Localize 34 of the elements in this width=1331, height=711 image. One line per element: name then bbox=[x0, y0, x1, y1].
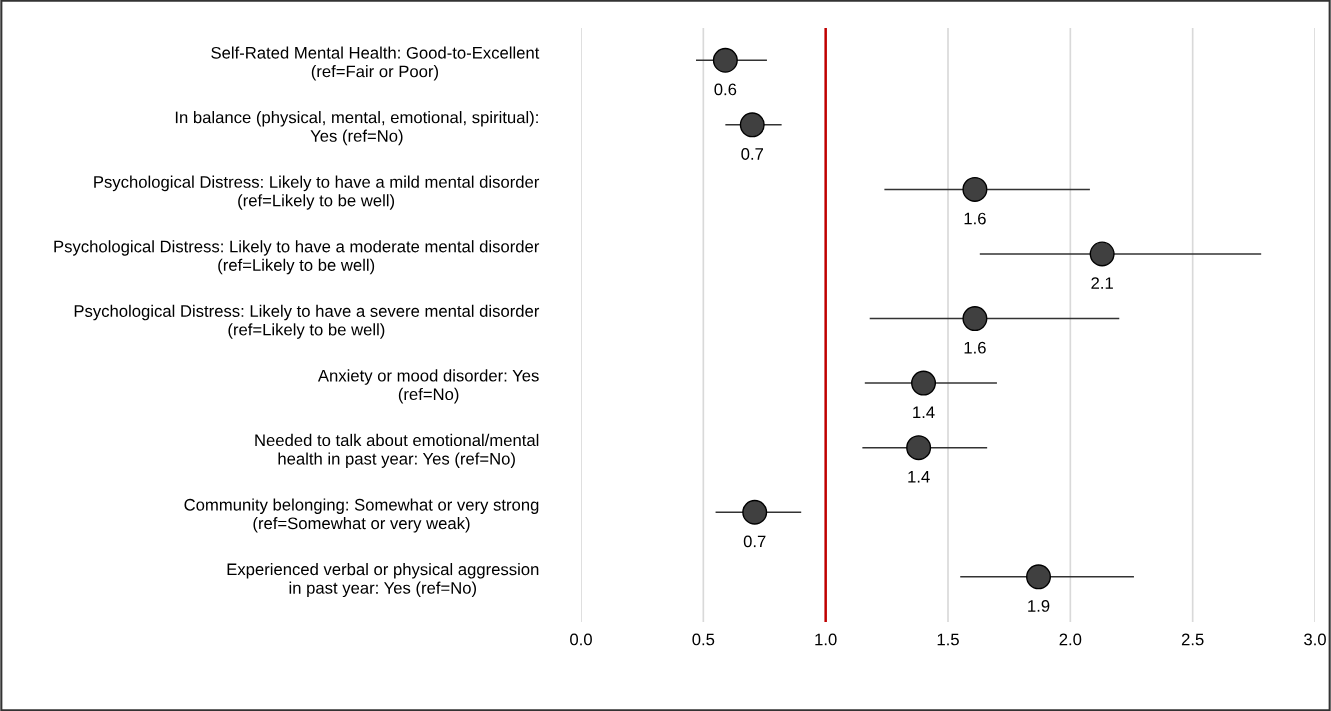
data-label: 1.6 bbox=[964, 212, 986, 225]
y-tick-label: Experienced verbal or physical aggression in past year: Yes (ref=No) bbox=[227, 563, 539, 598]
point bbox=[1026, 564, 1052, 590]
y-tick-label: Self-Rated Mental Health: Good-to-Excellent (ref=Fair or Poor) bbox=[211, 46, 540, 81]
data-label: 1.4 bbox=[908, 471, 930, 483]
x-tick-label: 3.0 bbox=[1304, 633, 1326, 646]
y-tick-label: Anxiety or mood disorder: Yes (ref=No) bbox=[317, 369, 539, 404]
data-label: 1.6 bbox=[964, 341, 986, 354]
y-tick-label: Psychological Distress: Likely to have a severe mental disorder (ref=Likely to be well) bbox=[74, 304, 540, 339]
point bbox=[739, 112, 765, 138]
x-tick-label: 2.0 bbox=[1059, 633, 1082, 646]
x-tick-label: 2.5 bbox=[1181, 633, 1204, 646]
data-label: 1.4 bbox=[913, 406, 935, 418]
data-label: 1.9 bbox=[1028, 600, 1050, 612]
y-tick-label: Needed to talk about emotional/mental health in past year: Yes (ref=No) bbox=[255, 433, 539, 468]
point bbox=[911, 370, 937, 396]
x-tick-label: 1.0 bbox=[815, 633, 837, 646]
y-tick-label: Psychological Distress: Likely to have a mild mental disorder (ref=Likely to be well) bbox=[94, 175, 540, 210]
data-label: 0.7 bbox=[743, 535, 766, 548]
point bbox=[1089, 241, 1115, 267]
x-tick-label: 0.0 bbox=[570, 633, 592, 646]
data-label: 2.1 bbox=[1091, 277, 1113, 289]
point bbox=[962, 306, 988, 332]
point bbox=[712, 47, 738, 73]
data-label: 0.6 bbox=[714, 83, 737, 96]
x-tick-label: 1.5 bbox=[937, 633, 959, 646]
data-label: 0.7 bbox=[741, 148, 764, 160]
point bbox=[962, 176, 988, 202]
point bbox=[906, 435, 932, 461]
point bbox=[742, 499, 768, 525]
y-tick-label: Community belonging: Somewhat or very strong (ref=Somewhat or very weak) bbox=[184, 498, 539, 533]
y-tick-label: In balance (physical, mental, emotional, spiritual): Yes (ref=No) bbox=[175, 111, 538, 146]
y-tick-label: Psychological Distress: Likely to have a moderate mental disorder (ref=Likely to be well) bbox=[54, 240, 540, 275]
x-tick-label: 0.5 bbox=[692, 633, 715, 646]
